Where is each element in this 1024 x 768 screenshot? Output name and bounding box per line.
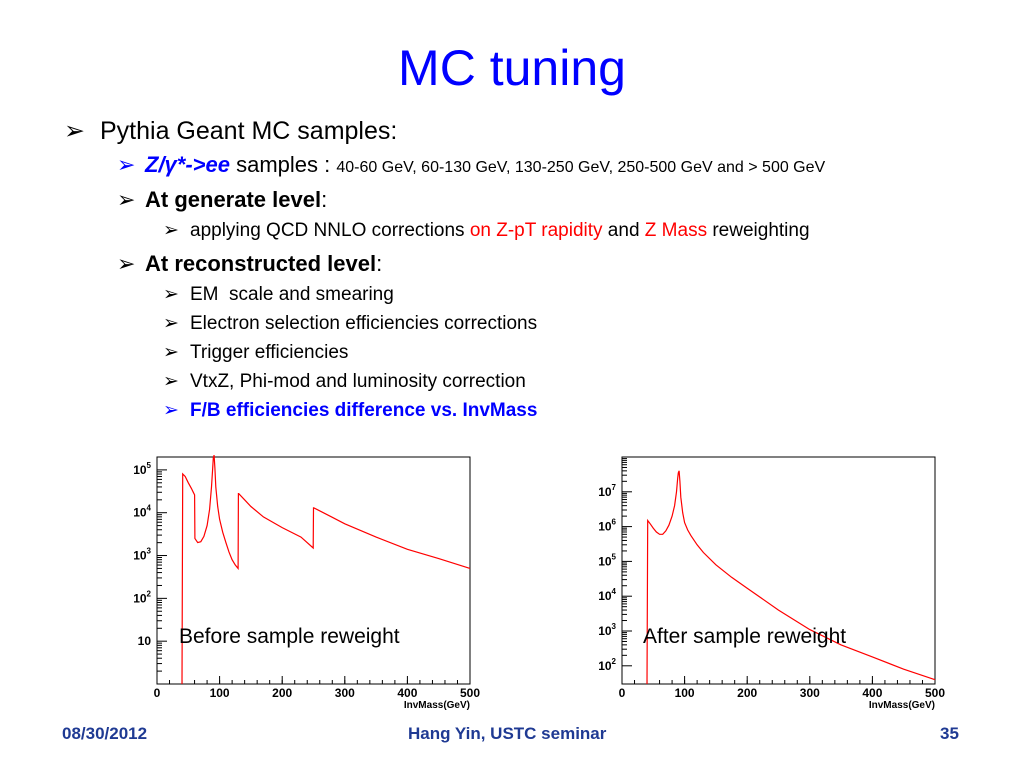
bullet-level3: ➢ Electron selection efficiencies correc… <box>163 312 537 335</box>
slide-title: MC tuning <box>398 40 626 96</box>
bullet-heading: At generate level <box>145 187 322 212</box>
bullet-text: VtxZ, Phi-mod and luminosity correction <box>190 371 526 392</box>
bullet-colon: : <box>321 187 328 212</box>
y-tick-label: 104 <box>133 504 151 520</box>
x-tick-label: 400 <box>862 686 882 700</box>
bullet-level3: ➢ Trigger efficiencies <box>163 341 348 364</box>
bullet-text: samples : <box>230 152 337 177</box>
x-axis-label: InvMass(GeV) <box>404 700 470 710</box>
x-tick-label: 100 <box>675 686 695 700</box>
bullet-blue-text: F/B efficiencies difference vs. InvMass <box>190 400 538 421</box>
x-tick-label: 100 <box>210 686 230 700</box>
bullet-text: reweighting <box>707 220 810 241</box>
arrow-bullet-icon: ➢ <box>117 251 136 276</box>
arrow-bullet-icon: ➢ <box>163 284 179 305</box>
bullet-level3: ➢ EM scale and smearing <box>163 283 394 306</box>
bullet-text: and <box>602 220 645 241</box>
caption-after-reweight: After sample reweight <box>643 625 847 648</box>
x-tick-label: 300 <box>800 686 820 700</box>
histogram-line <box>646 470 936 685</box>
y-tick-label: 102 <box>598 657 616 673</box>
x-tick-label: 200 <box>272 686 292 700</box>
arrow-bullet-icon: ➢ <box>163 400 179 421</box>
x-tick-label: 200 <box>737 686 757 700</box>
y-tick-label: 105 <box>598 552 616 568</box>
x-tick-label: 500 <box>460 686 480 700</box>
arrow-bullet-icon: ➢ <box>163 313 179 334</box>
footer-page-number: 35 <box>940 724 959 743</box>
y-tick-label: 102 <box>133 589 151 605</box>
bullet-text: EM scale and smearing <box>190 284 394 305</box>
bullet-small-text: 40-60 GeV, 60-130 GeV, 130-250 GeV, 250-… <box>336 159 826 176</box>
x-tick-label: 300 <box>335 686 355 700</box>
plot-after-reweight: 0 100 200 300 400 500 InvMass(GeV) 102 103 104 105… <box>560 452 950 710</box>
arrow-bullet-icon: ➢ <box>163 371 179 392</box>
caption-before-reweight: Before sample reweight <box>179 625 400 648</box>
bullet-text: applying QCD NNLO corrections <box>190 220 470 241</box>
arrow-bullet-icon: ➢ <box>163 342 179 363</box>
footer-center: Hang Yin, USTC seminar <box>408 724 607 743</box>
arrow-bullet-icon: ➢ <box>117 152 136 177</box>
x-tick-label: 500 <box>925 686 945 700</box>
y-tick-label: 103 <box>598 622 616 638</box>
y-tick-label: 10 <box>138 634 152 648</box>
y-tick-label: 104 <box>598 587 616 603</box>
y-tick-label: 106 <box>598 518 616 534</box>
y-tick-label: 107 <box>598 483 616 499</box>
arrow-bullet-icon: ➢ <box>64 117 85 145</box>
bullet-heading: At reconstructed level <box>145 251 377 276</box>
bullet-red-text: Z Mass <box>644 220 708 241</box>
x-tick-label: 0 <box>154 686 161 700</box>
bullet-level3: ➢ F/B efficiencies difference vs. InvMas… <box>163 399 537 422</box>
plot-before-reweight: 0 100 200 300 400 500 InvMass(GeV) 10 102 103 104 1… <box>95 452 485 710</box>
bullet-level2: ➢ At reconstructed level : <box>117 251 382 277</box>
bullet-level3: ➢ VtxZ, Phi-mod and luminosity correctio… <box>163 370 526 393</box>
y-tick-label: 103 <box>133 547 151 563</box>
bullet-level3: ➢ applying QCD NNLO corrections on Z-pT … <box>163 219 810 242</box>
arrow-bullet-icon: ➢ <box>163 220 179 241</box>
bullet-colon: : <box>376 251 383 276</box>
arrow-bullet-icon: ➢ <box>117 187 136 212</box>
bullet-highlight: Z/γ*->ee <box>145 152 230 177</box>
bullet-level1: ➢ Pythia Geant MC samples: <box>64 116 397 146</box>
x-axis-label: InvMass(GeV) <box>869 700 935 710</box>
bullet-text: Trigger efficiencies <box>190 342 349 363</box>
footer-date: 08/30/2012 <box>62 724 148 743</box>
y-tick-label: 105 <box>133 461 151 477</box>
histogram-line <box>181 455 471 685</box>
x-tick-label: 0 <box>619 686 626 700</box>
bullet-text: Pythia Geant MC samples: <box>100 117 398 145</box>
bullet-level2: ➢ Z/γ*->ee samples : 40-60 GeV, 60-130 G… <box>117 152 825 178</box>
x-tick-label: 400 <box>397 686 417 700</box>
bullet-text: Electron selection efficiencies correcti… <box>190 313 538 334</box>
plot-frame <box>156 456 471 685</box>
bullet-level2: ➢ At generate level : <box>117 187 327 213</box>
bullet-red-text: on Z-pT rapidity <box>469 220 603 241</box>
plot-frame <box>621 456 936 685</box>
